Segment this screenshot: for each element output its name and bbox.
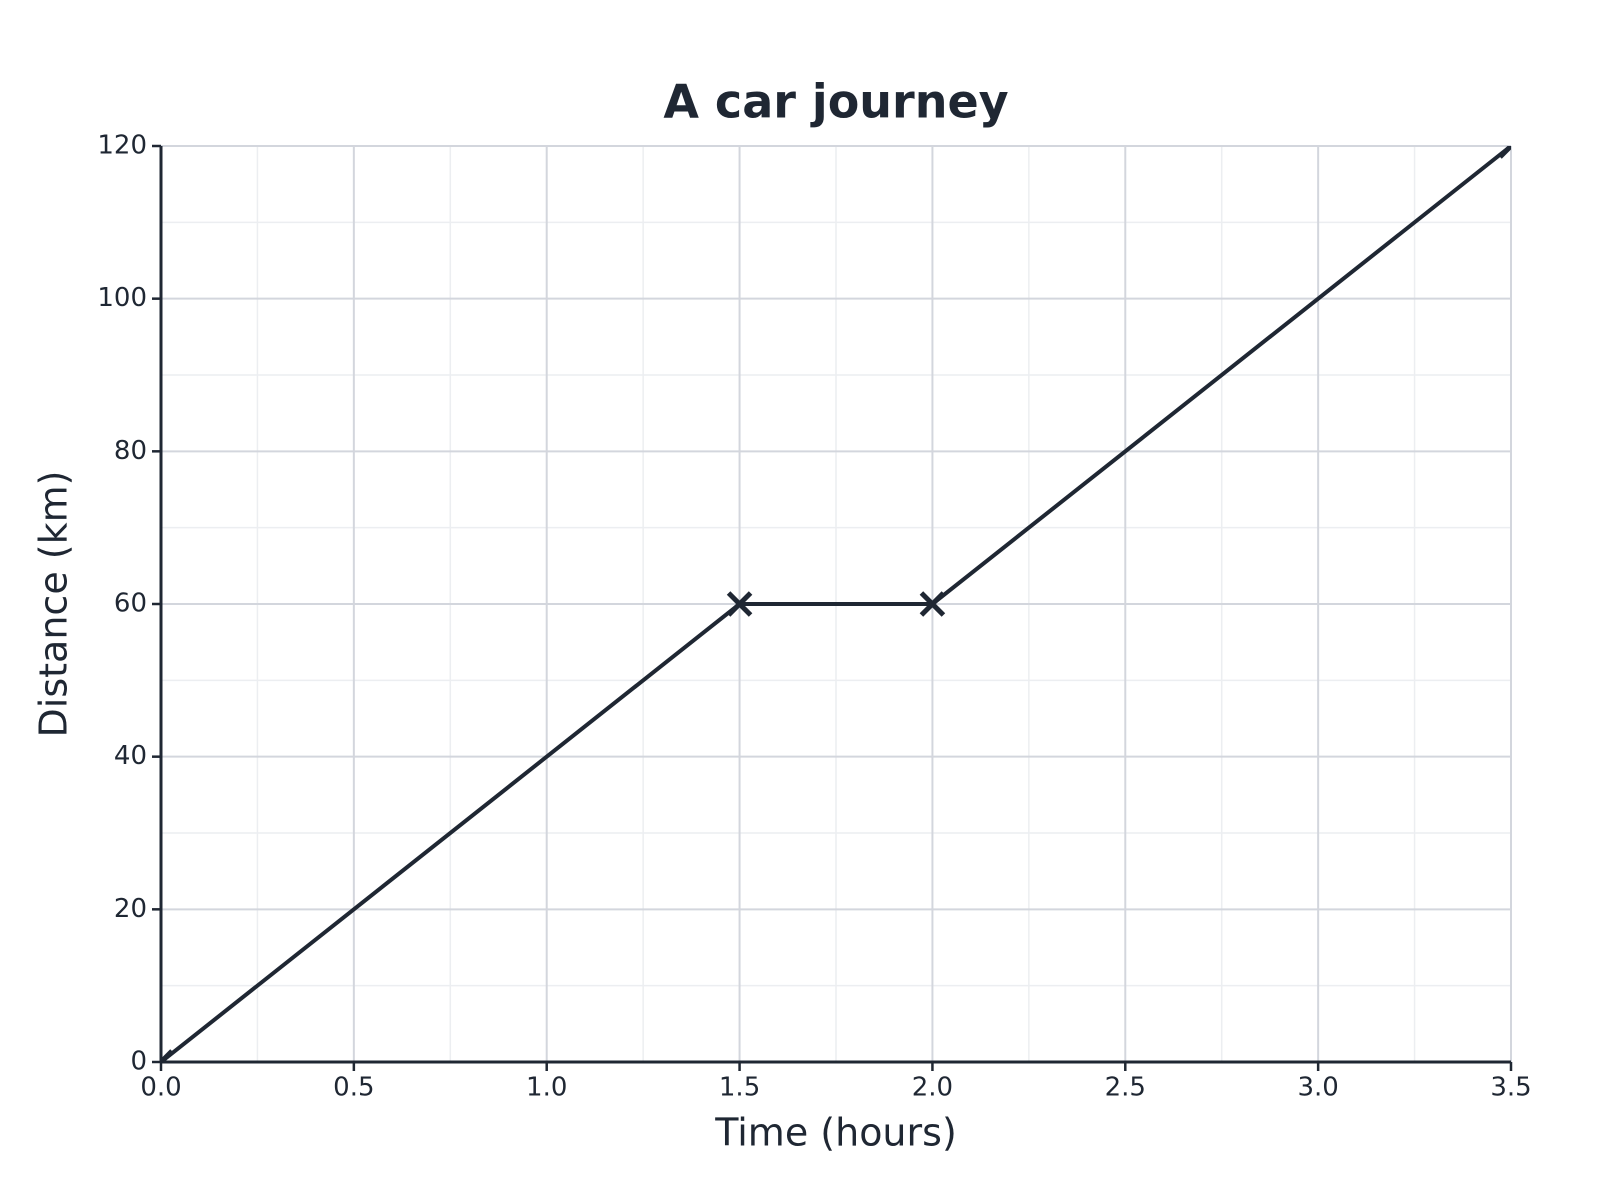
x-tick-label: 0.5 bbox=[333, 1073, 374, 1103]
x-tick-label: 1.0 bbox=[526, 1073, 567, 1103]
chart-title: A car journey bbox=[663, 75, 1008, 129]
x-tick-label: 1.5 bbox=[719, 1073, 760, 1103]
x-tick-label: 0.0 bbox=[140, 1073, 181, 1103]
x-tick-label: 2.0 bbox=[912, 1073, 953, 1103]
x-axis-label: Time (hours) bbox=[714, 1111, 957, 1155]
y-tick-label: 100 bbox=[97, 283, 147, 313]
marker bbox=[161, 1049, 174, 1062]
x-tick-label: 2.5 bbox=[1105, 1073, 1146, 1103]
plot-area bbox=[161, 146, 1511, 1062]
x-tick-label: 3.0 bbox=[1297, 1073, 1338, 1103]
y-tick-label: 60 bbox=[114, 589, 147, 619]
x-tick-label: 3.5 bbox=[1490, 1073, 1531, 1103]
y-tick-label: 120 bbox=[97, 131, 147, 161]
marker bbox=[919, 591, 946, 617]
marker bbox=[1498, 146, 1511, 159]
line bbox=[161, 146, 1511, 1062]
marker bbox=[726, 591, 753, 617]
y-axis-label: Distance (km) bbox=[32, 471, 76, 738]
y-tick-label: 40 bbox=[114, 741, 147, 771]
y-tick-label: 20 bbox=[114, 894, 147, 924]
y-tick-label: 0 bbox=[130, 1047, 147, 1077]
y-tick-label: 80 bbox=[114, 436, 147, 466]
